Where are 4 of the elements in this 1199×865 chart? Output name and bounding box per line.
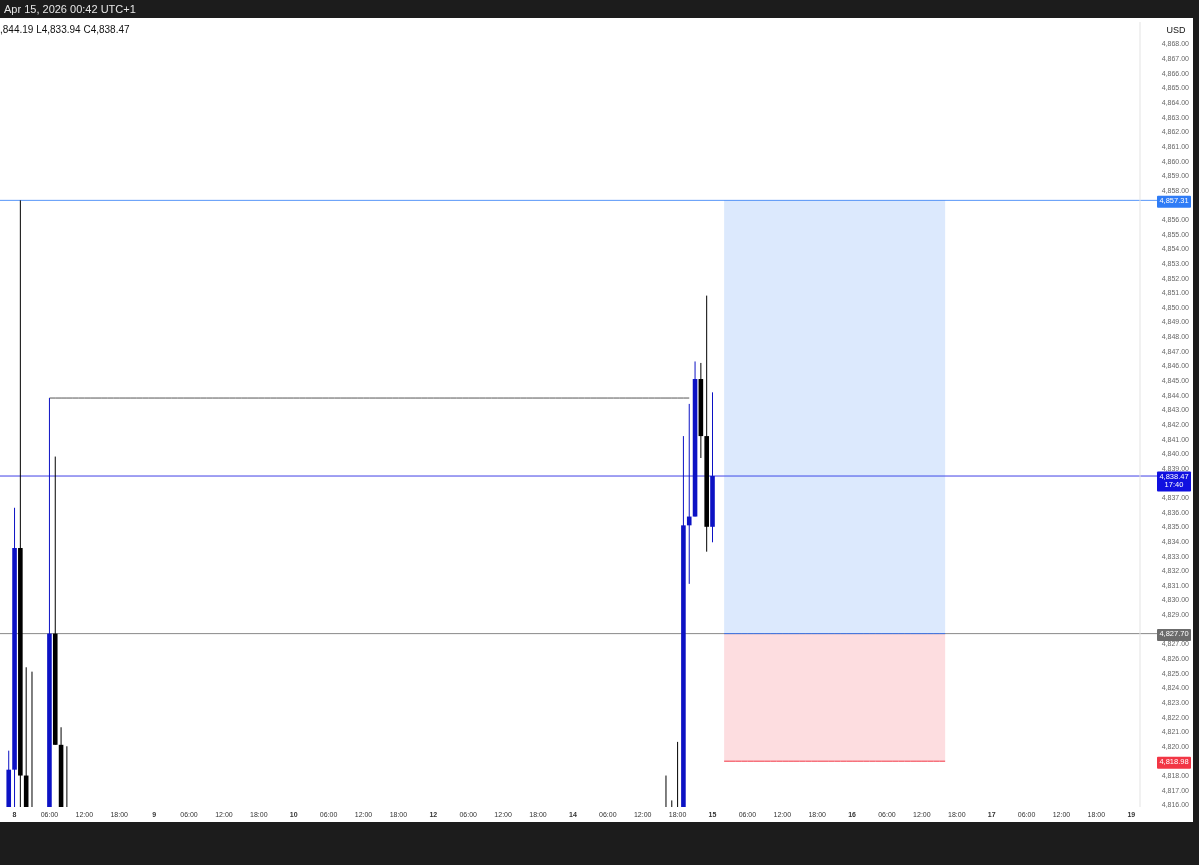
candlestick bbox=[686, 403, 692, 585]
chart-title: ,844.19 L4,833.94 C4,838.47 bbox=[0, 24, 130, 35]
chart-subtitle: Apr 15, 2026 00:42 UTC+1 bbox=[4, 3, 136, 15]
y-axis-title: USD bbox=[1166, 25, 1186, 35]
